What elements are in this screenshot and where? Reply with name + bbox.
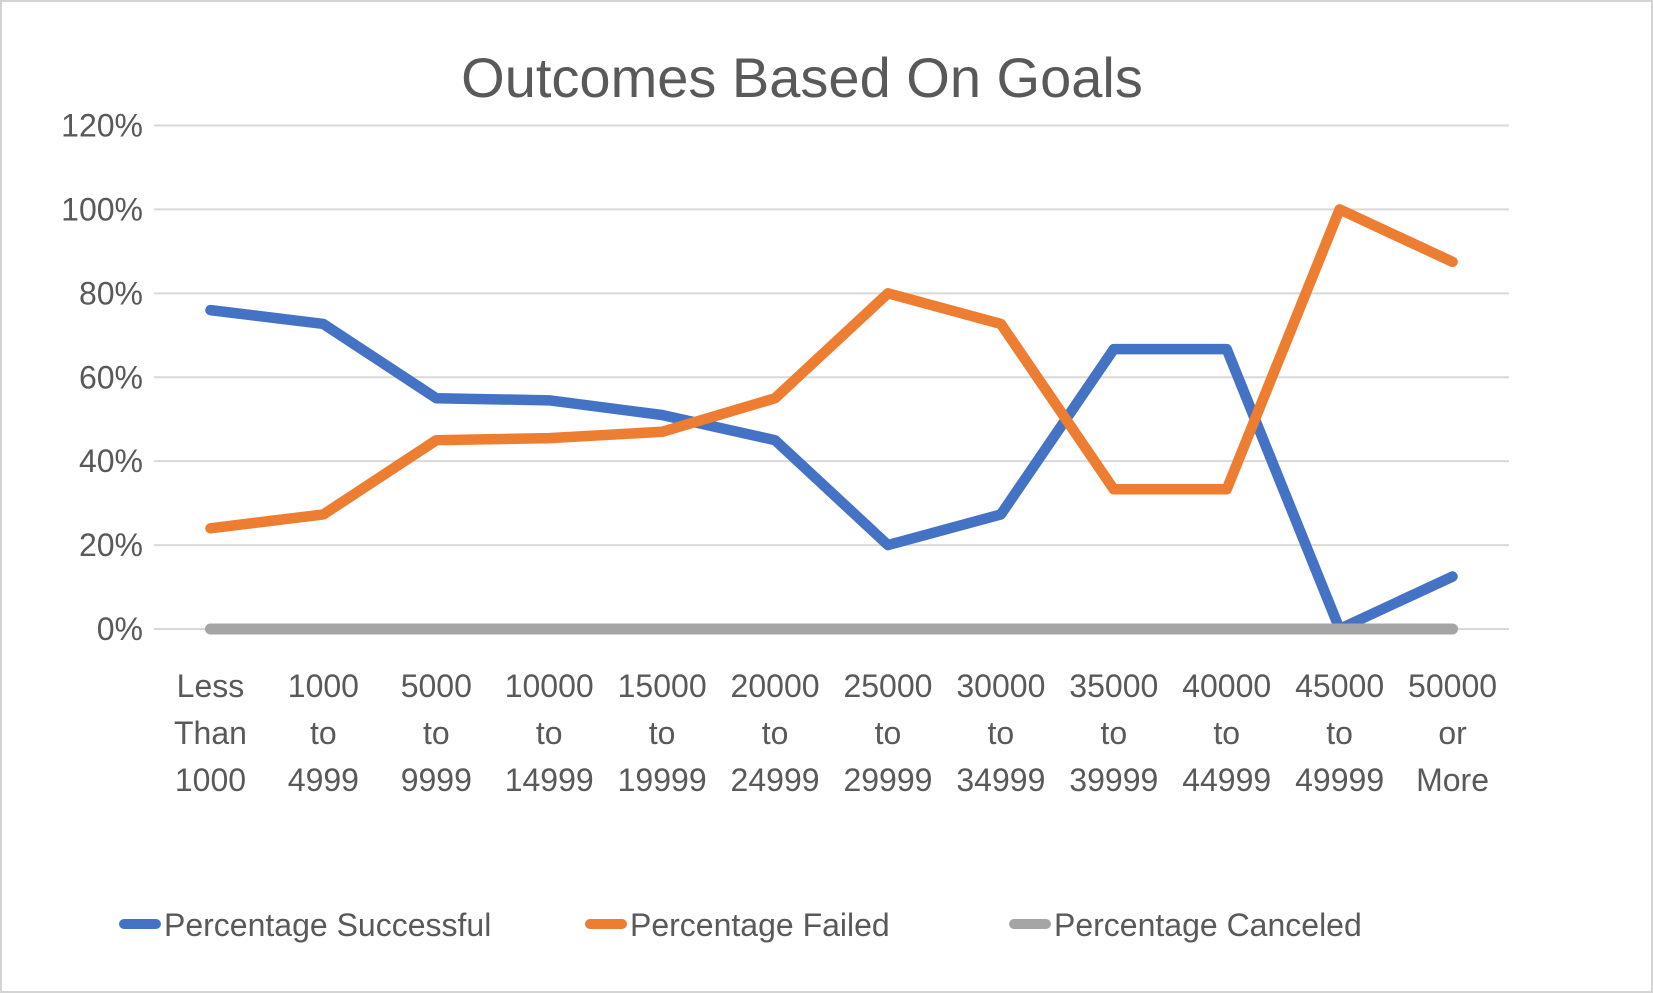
x-axis-category-label: 10000 xyxy=(505,668,594,704)
x-axis-category-label: 25000 xyxy=(843,668,932,704)
x-axis-category-label: to xyxy=(1100,715,1127,751)
y-axis-tick-label: 20% xyxy=(79,527,143,563)
x-axis-category-label: 15000 xyxy=(618,668,707,704)
y-axis-tick-label: 120% xyxy=(61,108,143,144)
x-axis-category-label: Less xyxy=(177,668,245,704)
x-axis-category-label: 29999 xyxy=(843,762,932,798)
legend-label-percentage-failed: Percentage Failed xyxy=(630,907,890,943)
x-axis-category-label: 9999 xyxy=(401,762,472,798)
x-axis-category-label: 14999 xyxy=(505,762,594,798)
x-axis-category-label: to xyxy=(649,715,676,751)
y-axis-tick-label: 0% xyxy=(97,611,143,647)
x-axis-category-label: 1000 xyxy=(175,762,246,798)
x-axis-category-label: to xyxy=(536,715,563,751)
y-axis-tick-label: 100% xyxy=(61,191,143,227)
series-line-percentage-successful xyxy=(205,304,1458,635)
y-axis-tick-label: 80% xyxy=(79,275,143,311)
legend-label-percentage-successful: Percentage Successful xyxy=(164,907,491,943)
x-axis-category-label: 20000 xyxy=(731,668,820,704)
x-axis-category-label: to xyxy=(1213,715,1240,751)
x-axis-category-label: or xyxy=(1438,715,1467,751)
x-axis-category-label: to xyxy=(1326,715,1353,751)
series-line-percentage-failed xyxy=(205,204,1458,534)
x-axis-category-label: 39999 xyxy=(1069,762,1158,798)
x-axis-category-label: 24999 xyxy=(731,762,820,798)
x-axis-category-label: to xyxy=(988,715,1015,751)
x-axis-category-label: 50000 xyxy=(1408,668,1497,704)
x-axis-category-label: 45000 xyxy=(1295,668,1384,704)
x-axis-category-label: 35000 xyxy=(1069,668,1158,704)
chart-title: Outcomes Based On Goals xyxy=(461,46,1143,109)
x-axis-category-label: 44999 xyxy=(1182,762,1271,798)
y-axis-tick-label: 60% xyxy=(79,359,143,395)
x-axis-category-label: 19999 xyxy=(618,762,707,798)
x-axis-category-label: 1000 xyxy=(288,668,359,704)
x-axis-category-label: 30000 xyxy=(956,668,1045,704)
x-axis-category-label: More xyxy=(1416,762,1489,798)
x-axis-category-label: Than xyxy=(174,715,247,751)
y-axis-tick-label: 40% xyxy=(79,443,143,479)
x-axis-category-label: to xyxy=(423,715,450,751)
x-axis-category-label: to xyxy=(875,715,902,751)
x-axis-category-label: 4999 xyxy=(288,762,359,798)
x-axis-category-label: to xyxy=(762,715,789,751)
x-axis-category-label: to xyxy=(310,715,337,751)
x-axis-category-label: 34999 xyxy=(956,762,1045,798)
legend-label-percentage-canceled: Percentage Canceled xyxy=(1054,907,1362,943)
x-axis-category-label: 40000 xyxy=(1182,668,1271,704)
x-axis-category-label: 49999 xyxy=(1295,762,1384,798)
x-axis-category-label: 5000 xyxy=(401,668,472,704)
